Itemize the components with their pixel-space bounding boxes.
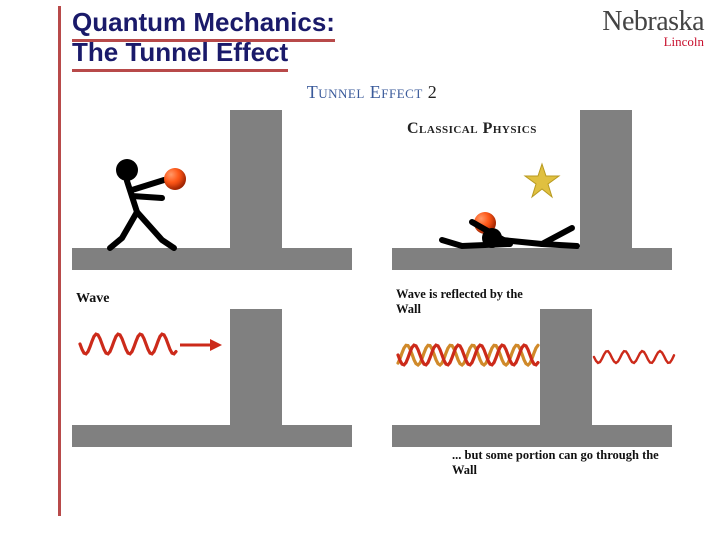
logo: Nebraska Lincoln (602, 6, 704, 50)
subtitle-num: 2 (428, 82, 438, 102)
panel-wave-incident: Wave (72, 287, 352, 447)
reflected-label: Wave is reflected by the Wall (396, 287, 546, 317)
accent-bar (58, 6, 61, 516)
wall-4 (540, 309, 592, 427)
star-icon (522, 162, 562, 202)
panel-bounce (392, 110, 672, 270)
wall-3 (230, 309, 282, 427)
wave-overlap (394, 327, 544, 383)
panel-push (72, 110, 352, 270)
stick-figure-fallen (422, 210, 602, 270)
wave-label: Wave (76, 291, 109, 307)
wall-1 (230, 110, 282, 250)
diagram-stage: Tunnel Effect 2 Classical Physics (72, 82, 672, 512)
ball-1 (164, 168, 186, 190)
footer-label: ... but some portion can go through the … (452, 448, 672, 478)
ground-4 (392, 425, 672, 447)
panel-wave-reflected: Wave is reflected by the Wall (392, 287, 672, 447)
stick-figure-push (92, 150, 212, 260)
subtitle: Tunnel Effect 2 (72, 82, 672, 103)
arrow-icon (178, 335, 222, 355)
page-title: Quantum Mechanics: The Tunnel Effect (72, 8, 335, 68)
subtitle-text: Tunnel Effect (307, 82, 423, 102)
wave-transmitted (592, 337, 682, 377)
ground-3 (72, 425, 352, 447)
title-line2: The Tunnel Effect (72, 37, 288, 72)
